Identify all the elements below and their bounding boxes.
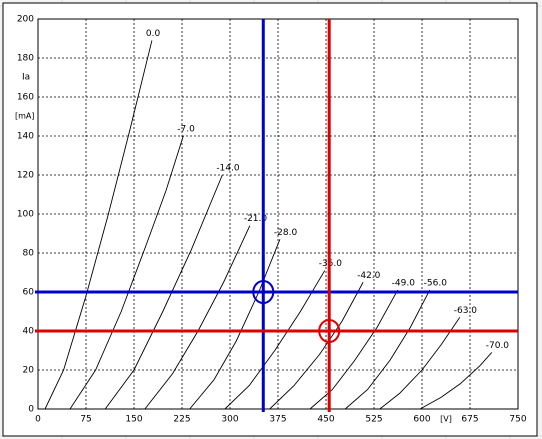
y-tick-label: 120: [17, 171, 34, 181]
curve-label: -56.0: [424, 279, 448, 289]
curve: [344, 289, 431, 410]
curve-label: -7.0: [177, 125, 195, 135]
x-tick-label: 75: [80, 415, 91, 425]
y-tick-label: 180: [17, 54, 34, 64]
curve-label: -14.0: [216, 164, 240, 174]
y-tick-label: 140: [17, 132, 34, 142]
y-tick-label: 40: [23, 327, 35, 337]
x-tick-label: 525: [365, 415, 382, 425]
curve: [69, 135, 184, 410]
curve-label: -63.0: [454, 306, 478, 316]
x-tick-label: 0: [35, 415, 41, 425]
curve-label: -42.0: [357, 271, 381, 281]
x-tick-label: 375: [269, 415, 286, 425]
y-tick-label: 200: [17, 15, 34, 25]
y-tick-label: 160: [17, 93, 34, 103]
x-tick-label: 600: [413, 415, 430, 425]
curve: [379, 317, 461, 410]
curve: [269, 282, 364, 410]
curve-label: -49.0: [392, 279, 416, 289]
x-tick-label: 225: [173, 415, 190, 425]
x-tick-label: 150: [125, 415, 142, 425]
curve: [189, 239, 281, 410]
x-axis-unit: [V]: [440, 415, 452, 424]
y-axis-unit: [mA]: [15, 112, 35, 121]
curve-label: -70.0: [486, 341, 510, 351]
curve-label: 0.0: [146, 29, 161, 39]
cursor-circle: [318, 319, 341, 343]
y-tick-label: 0: [28, 405, 34, 415]
x-tick-label: 450: [317, 415, 334, 425]
curve: [44, 40, 153, 410]
x-tick-label: 300: [221, 415, 238, 425]
y-axis-label: Ia: [22, 73, 30, 83]
curve: [309, 289, 399, 410]
cursor-circle: [252, 280, 275, 304]
curve: [419, 352, 493, 410]
y-tick-label: 20: [23, 366, 35, 376]
curve-label: -21.0: [244, 214, 268, 224]
curve: [224, 270, 326, 410]
x-tick-label: 675: [461, 415, 478, 425]
y-tick-label: 60: [23, 288, 35, 298]
curve: [104, 174, 223, 410]
y-tick-label: 80: [23, 249, 35, 259]
curve-label: -28.0: [274, 228, 298, 238]
y-tick-label: 100: [17, 210, 34, 220]
x-tick-label: 750: [509, 415, 526, 425]
